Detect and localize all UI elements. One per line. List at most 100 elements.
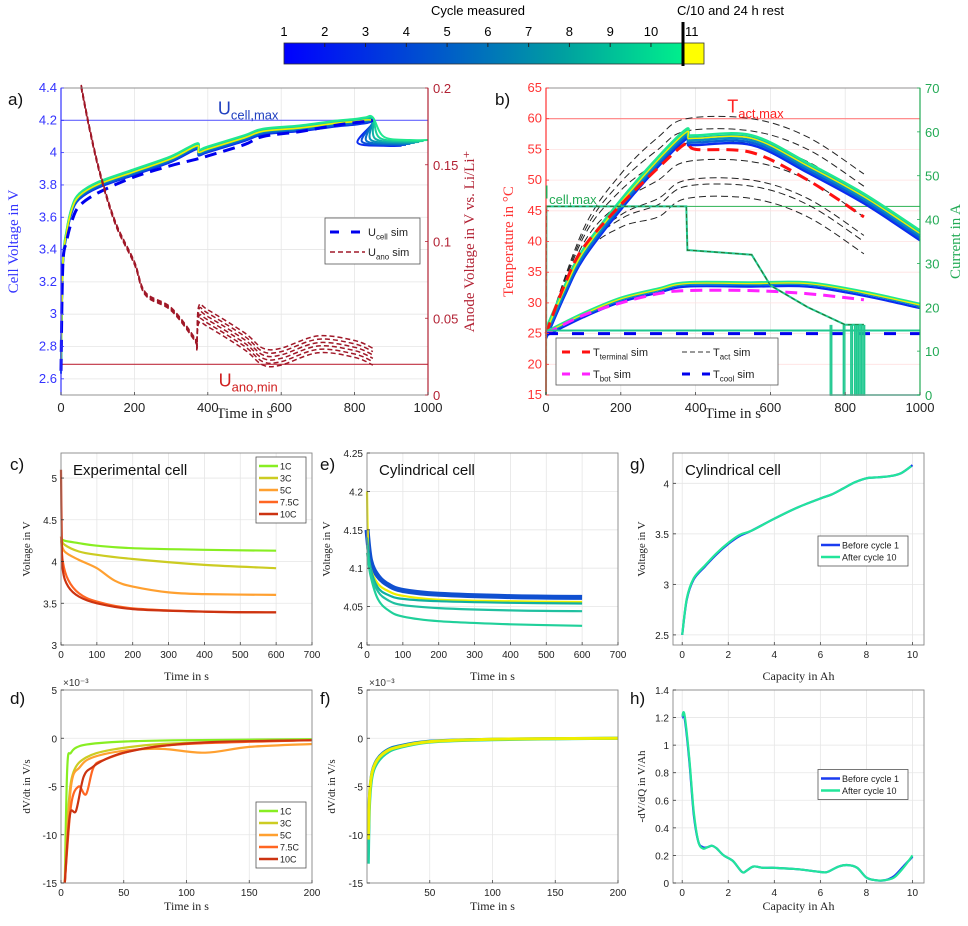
y-tick-label: -15 — [349, 879, 364, 890]
y-axis-label: Voltage in V — [321, 521, 333, 576]
y-multiplier: ×10⁻³ — [63, 678, 89, 689]
y-right-tick-label: 0.05 — [433, 311, 458, 326]
y-tick-label: 3.6 — [39, 209, 57, 224]
y-tick-label: 0 — [357, 734, 363, 745]
series-group — [59, 469, 277, 614]
x-tick-label: 150 — [547, 888, 564, 899]
y-axis-label: Cell Voltage in V — [6, 189, 22, 293]
panel-h: 0 2 4 6 8 10 0 0.2 0.4 0.6 0.8 1 1.2 1.4 Capacity in A… — [630, 686, 925, 913]
legend: Before cycle 1 After cycle 10 — [817, 769, 909, 800]
colorbar-tick-label: 5 — [443, 24, 450, 39]
legend-entry: 7.5C — [280, 498, 300, 508]
x-tick-label: 600 — [760, 400, 782, 415]
panel-a: 0 200 400 600 800 1000 2.6 2.8 3 3.2 3.4 3.6 3.8 4 4.2… — [6, 80, 478, 422]
series-line-b-botY — [545, 282, 921, 334]
y-tick-label: 55 — [528, 141, 542, 156]
series-line-d-0 — [63, 738, 313, 884]
x-axis-label: Time in s — [470, 669, 515, 683]
series-line-b-act1 — [545, 128, 865, 334]
colorbar-tick-label: 7 — [525, 24, 532, 39]
series-line-b-bot2 — [545, 280, 921, 333]
series-line-c-4 — [59, 469, 277, 614]
x-tick-label: 400 — [685, 400, 707, 415]
panel-label: g) — [630, 455, 645, 474]
panel-label: e) — [320, 455, 335, 474]
colorbar-tick-label: 10 — [644, 24, 658, 39]
y-axis-right-label: Anode Voltage in V vs. Li/Li⁺ — [462, 151, 478, 333]
annotation-ano-min: Uano,min — [219, 370, 278, 394]
x-tick-label: 8 — [864, 888, 870, 899]
x-tick-label: 700 — [304, 650, 321, 661]
colorbar-rest-segment — [683, 42, 705, 65]
x-tick-label: 600 — [574, 650, 591, 661]
legend-entry: Before cycle 1 — [842, 541, 899, 551]
x-axis-label: Time in s — [705, 406, 761, 422]
y-tick-label: 4.2 — [39, 112, 57, 127]
y-tick-label: 0 — [51, 734, 57, 745]
x-tick-label: 700 — [610, 650, 627, 661]
x-tick-label: 500 — [232, 650, 249, 661]
y-tick-label: 3 — [51, 641, 57, 652]
legend: Tterminal sim Tact sim Tbot sim Tcool sim — [555, 337, 779, 386]
panel-label: d) — [10, 689, 25, 708]
y-tick-label: 2.6 — [39, 371, 57, 386]
y-tick-label: -5 — [354, 783, 363, 794]
panel-title: Cylindrical cell — [379, 462, 475, 479]
x-tick-label: 800 — [344, 400, 366, 415]
y-axis-label: dV/dt in V/s — [326, 759, 338, 813]
y-tick-label: 4.05 — [344, 603, 364, 614]
legend-entry: After cycle 10 — [842, 553, 897, 563]
x-axis-label: Time in s — [164, 899, 209, 913]
panel-e: 0 100 200 300 400 500 600 700 4 4.05 4.1 4.15 4.2 4.2… — [320, 449, 627, 683]
y-tick-label: 0.6 — [655, 796, 669, 807]
x-tick-label: 200 — [304, 888, 321, 899]
x-tick-label: 0 — [57, 400, 64, 415]
y-right-tick-label: 50 — [925, 169, 939, 184]
y-tick-label: 5 — [51, 474, 57, 485]
y-right-tick-label: 40 — [925, 213, 939, 228]
series-current — [545, 205, 864, 396]
panel-label: h) — [630, 689, 645, 708]
x-tick-label: 6 — [818, 888, 824, 899]
legend-entry: Tbot sim — [593, 369, 631, 383]
colorbar-tick-label: 1 — [280, 24, 287, 39]
x-tick-label: 0 — [542, 400, 549, 415]
y-tick-label: 40 — [528, 234, 542, 249]
y-tick-label: -5 — [48, 783, 57, 794]
legend-entry: 3C — [280, 474, 292, 484]
series-line-c-1 — [59, 538, 277, 570]
y-tick-label: 4 — [663, 479, 669, 490]
legend-entry: Tcool sim — [713, 369, 754, 383]
panel-f: 50 100 150 200 -15 -10 -5 0 5 ×10⁻³ Time in s dV/dt… — [320, 678, 627, 913]
x-tick-label: 0 — [679, 650, 685, 661]
legend-entry: 10C — [280, 510, 297, 520]
series-group — [59, 84, 429, 374]
x-tick-label: 4 — [772, 888, 778, 899]
x-tick-label: 400 — [502, 650, 519, 661]
y-tick-label: 3.2 — [39, 274, 57, 289]
x-tick-label: 10 — [907, 650, 919, 661]
legend-entry: 7.5C — [280, 843, 300, 853]
y-tick-label: 0.2 — [655, 851, 669, 862]
legend-entry: Tterminal sim — [593, 347, 648, 361]
x-tick-label: 1000 — [906, 400, 935, 415]
y-tick-label: 65 — [528, 80, 542, 95]
x-tick-label: 100 — [178, 888, 195, 899]
legend-entry: After cycle 10 — [842, 786, 897, 796]
y-axis-label: -dV/dQ in V/Ah — [636, 750, 648, 822]
series-line-c-2 — [59, 540, 277, 596]
y-tick-label: 60 — [528, 111, 542, 126]
colorbar: Cycle measured C/10 and 24 h rest 1 2 3 4 5 6… — [280, 3, 784, 66]
y-tick-label: 4.15 — [344, 526, 364, 537]
x-axis-label: Time in s — [216, 406, 272, 422]
colorbar-tick-label: 8 — [566, 24, 573, 39]
axes-box — [366, 452, 619, 646]
y-tick-label: 20 — [528, 356, 542, 371]
annotation-cell-max: Ucell,max — [218, 98, 279, 122]
y-tick-label: 3.4 — [39, 242, 57, 257]
x-tick-label: 200 — [610, 400, 632, 415]
x-tick-label: 200 — [610, 888, 627, 899]
legend-entry: 3C — [280, 819, 292, 829]
x-axis-label: Time in s — [470, 899, 515, 913]
